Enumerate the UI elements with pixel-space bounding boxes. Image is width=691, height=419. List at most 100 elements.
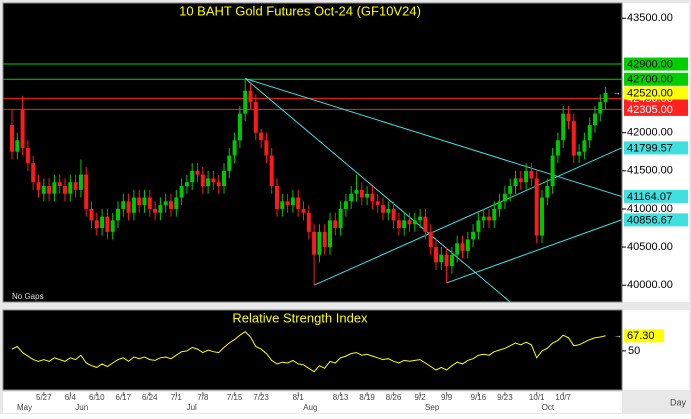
month-label: May — [17, 403, 32, 412]
candle-body — [487, 216, 491, 221]
trend-line — [244, 78, 511, 303]
candle-body — [216, 182, 221, 187]
value-box-label: 42900.00 — [627, 58, 673, 70]
candle-body — [306, 212, 311, 232]
price-panel — [2, 2, 623, 303]
candle-body — [455, 243, 460, 255]
candle-body — [502, 193, 507, 202]
candle-body — [428, 231, 433, 248]
candle-body — [158, 205, 163, 213]
x-tick-label: 8/19 — [359, 393, 375, 402]
trend-line — [245, 78, 622, 197]
x-tick-label: 6/24 — [142, 393, 158, 402]
x-axis-label: Day — [670, 397, 687, 407]
candle-body — [131, 197, 136, 213]
candle-body — [169, 201, 173, 209]
x-tick-label: 10/7 — [555, 393, 571, 402]
candle-body — [296, 197, 301, 209]
candle-body — [460, 243, 465, 251]
candle-body — [232, 140, 237, 156]
candle-body — [582, 140, 587, 152]
candle-body — [25, 147, 30, 164]
candle-body — [36, 182, 41, 190]
candle-body — [253, 102, 258, 133]
candle-body — [508, 186, 513, 194]
candle-body — [47, 186, 52, 194]
last-value-label: 67.30 — [627, 330, 655, 342]
candle-body — [418, 216, 423, 221]
candle-body — [179, 186, 184, 198]
candle-body — [524, 170, 529, 183]
x-tick-label: 7/23 — [253, 393, 269, 402]
candle-body — [375, 201, 380, 206]
candle-body — [603, 93, 608, 103]
candle-body — [439, 254, 444, 263]
candle-body — [206, 178, 211, 187]
candle-body — [68, 182, 73, 194]
candle-body — [492, 208, 497, 221]
candle-body — [190, 170, 195, 183]
candle-body — [78, 174, 83, 190]
candle-body — [449, 254, 454, 267]
trend-line — [313, 147, 622, 286]
x-tick-label: 9/2 — [415, 393, 427, 402]
candle-body — [359, 189, 364, 198]
candle-body — [15, 140, 20, 152]
candle-body — [63, 186, 67, 194]
candle-body — [349, 193, 354, 202]
candle-body — [370, 193, 375, 202]
rsi-axis — [623, 310, 689, 390]
month-label: Jul — [187, 403, 197, 412]
value-box-label: 42700.00 — [627, 74, 673, 86]
candle-body — [534, 178, 539, 236]
candle-body — [89, 208, 94, 221]
candle-body — [434, 247, 438, 263]
chart-title: 10 BAHT Gold Futures Oct-24 (GF10V24) — [179, 3, 421, 18]
candle-body — [269, 155, 274, 187]
candle-body — [476, 220, 481, 232]
candle-body — [20, 109, 25, 148]
last-price-arrow: → — [613, 88, 621, 97]
value-box — [624, 72, 688, 86]
candle-body — [391, 208, 396, 221]
candle-body — [121, 201, 126, 209]
x-tick-label: 10/1 — [529, 393, 545, 402]
candle-body — [153, 208, 158, 213]
candle-body — [322, 231, 327, 248]
candle-body — [555, 140, 560, 156]
candle-body — [540, 197, 544, 236]
candle-body — [110, 220, 115, 232]
value-box — [624, 189, 688, 203]
value-box — [624, 141, 688, 155]
x-tick-label: 6/4 — [65, 393, 77, 402]
candle-body — [333, 220, 338, 229]
candle-body — [312, 231, 317, 255]
candle-body — [84, 174, 89, 209]
candle-body — [94, 220, 99, 229]
candle-body — [243, 90, 248, 114]
candle-body — [137, 197, 142, 206]
candle-body — [73, 182, 78, 190]
value-box — [624, 213, 688, 227]
candle-body — [10, 125, 14, 152]
candle-body — [396, 220, 401, 229]
rsi-panel — [2, 309, 623, 391]
candle-body — [577, 151, 582, 156]
candle-body — [259, 132, 264, 141]
candle-body — [52, 182, 57, 194]
x-tick-label: 9/16 — [471, 393, 487, 402]
candle-body — [365, 193, 370, 198]
month-label: Oct — [542, 403, 555, 412]
candle-body — [513, 178, 518, 187]
candle-body — [116, 208, 120, 221]
x-tick-label: 7/8 — [197, 393, 209, 402]
y-tick-label: 50 — [628, 345, 640, 357]
value-box — [624, 86, 688, 100]
candle-body — [354, 189, 359, 194]
candle-body — [275, 186, 279, 209]
x-tick-label: 8/26 — [386, 393, 402, 402]
x-tick-label: 9/9 — [441, 393, 453, 402]
candle-body — [598, 102, 603, 114]
candle-body — [285, 201, 290, 206]
